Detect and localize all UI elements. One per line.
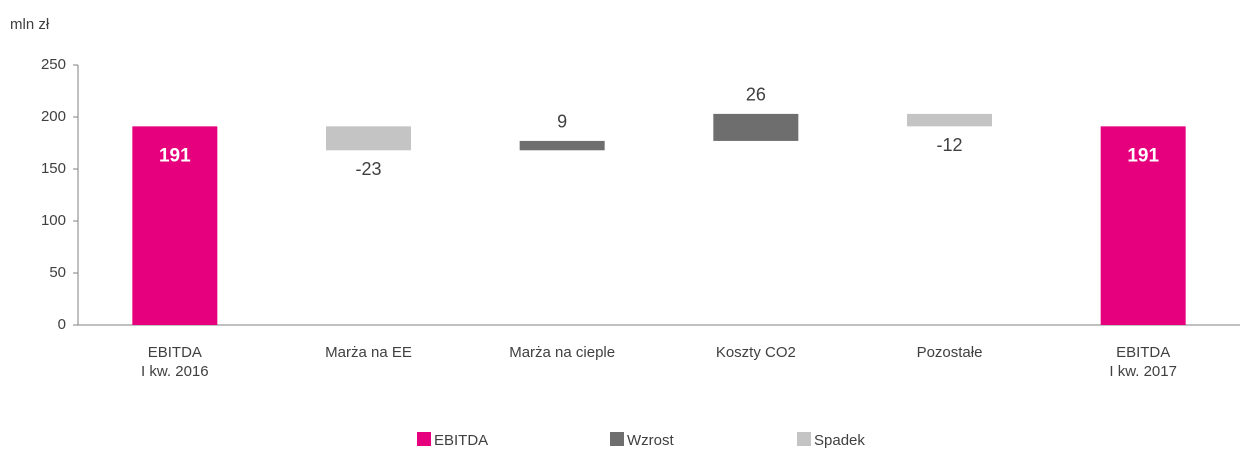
bar (1100, 126, 1186, 325)
legend-label: Spadek (814, 432, 865, 449)
y-tick-label: 100 (41, 212, 66, 229)
y-tick-label: 0 (58, 316, 66, 333)
legend-label: EBITDA (434, 432, 488, 449)
legend-swatch (610, 432, 624, 446)
x-tick-label: Koszty CO2 (716, 344, 796, 361)
bar (132, 126, 218, 325)
bar (326, 126, 411, 151)
x-tick-label: I kw. 2017 (1109, 363, 1177, 380)
legend-label: Wzrost (627, 432, 674, 449)
y-tick-label: 50 (49, 264, 66, 281)
x-tick-label: EBITDA (1116, 344, 1170, 361)
x-tick-label: I kw. 2016 (141, 363, 209, 380)
data-label: -12 (936, 135, 962, 155)
bar (713, 113, 799, 141)
legend-swatch (417, 432, 431, 446)
data-label: 9 (557, 112, 567, 132)
bar (907, 113, 992, 127)
y-tick-label: 200 (41, 108, 66, 125)
x-tick-label: Marża na EE (325, 344, 412, 361)
data-label: 191 (159, 145, 191, 166)
y-tick-label: 150 (41, 160, 66, 177)
bar (519, 140, 605, 151)
y-axis-label: mln zł (10, 16, 50, 33)
data-label: 191 (1127, 145, 1159, 166)
data-label: -23 (355, 159, 381, 179)
legend-swatch (797, 432, 811, 446)
x-tick-label: EBITDA (148, 344, 202, 361)
data-label: 26 (746, 85, 766, 105)
x-tick-label: Marża na cieple (509, 344, 615, 361)
y-tick-label: 250 (41, 56, 66, 73)
x-tick-label: Pozostałe (917, 344, 983, 361)
